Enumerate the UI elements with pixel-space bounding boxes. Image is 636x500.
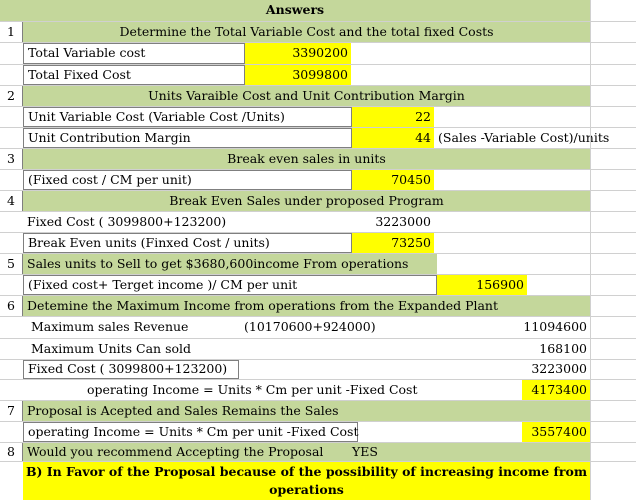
value-cell[interactable]: 3099800 (245, 65, 351, 85)
value-cell[interactable]: 4173400 (522, 380, 590, 400)
row-fixed-cost: Fixed Cost ( 3099800+123200) 3223000 (0, 212, 636, 232)
label-cell[interactable]: (Fixed cost / CM per unit) (23, 170, 352, 190)
row-total-variable-cost: Total Variable cost 3390200 (0, 43, 636, 64)
row-break-even-units-proposed: Break Even units (Finxed Cost / units) 7… (0, 233, 636, 253)
value-cell[interactable]: 3557400 (522, 422, 590, 442)
row-number[interactable]: 3 (0, 149, 23, 169)
value-cell[interactable]: 3223000 (375, 213, 431, 229)
row-number[interactable]: 8 (0, 443, 23, 461)
section-heading[interactable]: Proposal is Acepted and Sales Remains th… (23, 401, 590, 421)
value-cell[interactable]: 73250 (352, 233, 434, 253)
label-cell[interactable]: Total Fixed Cost (23, 65, 245, 85)
row-s2-head: 2 Units Varaible Cost and Unit Contribut… (0, 86, 636, 106)
label-cell[interactable]: Unit Contribution Margin (23, 128, 352, 148)
row-max-sales-revenue: Maximum sales Revenue (10170600+924000) … (0, 317, 636, 338)
row-s3-head: 3 Break even sales in units (0, 149, 636, 169)
label-cell[interactable]: Fixed Cost ( 3099800+123200) (23, 360, 239, 379)
label-cell[interactable]: Unit Variable Cost (Variable Cost /Units… (23, 107, 352, 127)
label-cell[interactable]: Fixed Cost ( 3099800+123200) (27, 213, 227, 229)
section-heading[interactable]: Break Even Sales under proposed Program (23, 191, 590, 211)
value-cell[interactable]: 70450 (352, 170, 434, 190)
grid-edge (590, 0, 591, 500)
label-cell[interactable]: Maximum sales Revenue (31, 319, 189, 335)
section-heading[interactable]: Determine the Total Variable Cost and th… (23, 22, 590, 42)
section-heading[interactable]: Would you recommend Accepting the Propos… (23, 443, 590, 461)
label-cell[interactable]: Maximum Units Can sold (31, 340, 192, 356)
row-fixed-cost-expanded: Fixed Cost ( 3099800+123200) 3223000 (0, 360, 636, 379)
formula-cell[interactable]: (10170600+924000) (244, 319, 376, 335)
value-cell[interactable]: 3390200 (245, 43, 351, 64)
row-s6-head: 6 Detemine the Maximum Income from opera… (0, 296, 636, 316)
row-number[interactable]: 1 (0, 22, 23, 42)
row-operating-income-accepted: operating Income = Units * Cm per unit -… (0, 422, 636, 442)
row-number[interactable]: 2 (0, 86, 23, 106)
row-operating-income: operating Income = Units * Cm per unit -… (0, 380, 636, 400)
answer-cell[interactable]: YES (352, 443, 378, 459)
row-s4-head: 4 Break Even Sales under proposed Progra… (0, 191, 636, 211)
value-cell[interactable]: 156900 (437, 275, 527, 295)
section-heading[interactable]: Detemine the Maximum Income from operati… (23, 296, 590, 316)
value-cell[interactable]: 22 (352, 107, 434, 127)
row-number[interactable]: 4 (0, 191, 23, 211)
label-cell[interactable]: Total Variable cost (23, 43, 245, 64)
row-number[interactable]: 7 (0, 401, 23, 421)
value-cell[interactable]: 168100 (539, 340, 587, 356)
conclusion-line-1: B) In Favor of the Proposal because of t… (25, 464, 588, 479)
value-cell[interactable]: 44 (352, 128, 434, 148)
row-unit-contribution-margin: Unit Contribution Margin 44 (Sales -Vari… (0, 128, 636, 148)
label-cell[interactable]: Break Even units (Finxed Cost / units) (23, 233, 352, 253)
row-s1-head: 1 Determine the Total Variable Cost and … (0, 22, 636, 42)
note-cell[interactable]: (Sales -Variable Cost)/units (438, 129, 610, 145)
row-break-even-units: (Fixed cost / CM per unit) 70450 (0, 170, 636, 190)
row-title: Answers (0, 0, 636, 21)
section-heading[interactable]: Sales units to Sell to get $3680,600inco… (23, 254, 437, 274)
conclusion-line-2: operations (269, 482, 344, 497)
label-cell[interactable]: operating Income = Units * Cm per unit -… (87, 381, 418, 397)
row-s8-head: 8 Would you recommend Accepting the Prop… (0, 443, 636, 461)
label-cell[interactable]: operating Income = Units * Cm per unit -… (23, 422, 358, 442)
title-cell[interactable]: Answers (0, 0, 590, 21)
value-cell[interactable]: 11094600 (523, 319, 587, 335)
row-unit-variable-cost: Unit Variable Cost (Variable Cost /Units… (0, 107, 636, 127)
conclusion-cell[interactable]: B) In Favor of the Proposal because of t… (23, 462, 590, 500)
row-s7-head: 7 Proposal is Acepted and Sales Remains … (0, 401, 636, 421)
row-total-fixed-cost: Total Fixed Cost 3099800 (0, 65, 636, 85)
section-heading[interactable]: Units Varaible Cost and Unit Contributio… (23, 86, 590, 106)
row-number[interactable]: 6 (0, 296, 23, 316)
row-target-units: (Fixed cost+ Terget income )/ CM per uni… (0, 275, 636, 295)
label-cell[interactable]: (Fixed cost+ Terget income )/ CM per uni… (23, 275, 437, 295)
row-number[interactable]: 5 (0, 254, 23, 274)
row-s5-head: 5 Sales units to Sell to get $3680,600in… (0, 254, 636, 274)
value-cell[interactable]: 3223000 (531, 361, 587, 377)
row-max-units: Maximum Units Can sold 168100 (0, 339, 636, 359)
section-heading[interactable]: Break even sales in units (23, 149, 590, 169)
